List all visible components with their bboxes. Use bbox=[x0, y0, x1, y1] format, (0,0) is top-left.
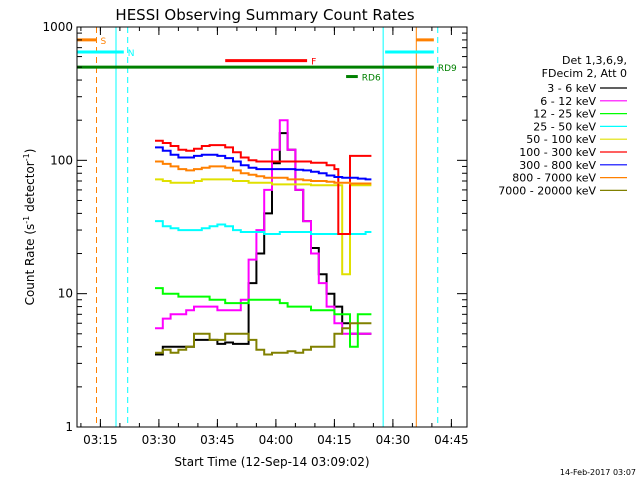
legend-label-100-300-kev: 100 - 300 keV bbox=[519, 146, 596, 159]
x-tick-label-04-15: 04:15 bbox=[317, 433, 352, 447]
series-line-300-800-kev bbox=[155, 146, 372, 181]
y-tick-label-1: 1 bbox=[65, 420, 73, 434]
chart-title: HESSI Observing Summary Count Rates bbox=[115, 6, 414, 24]
plot-frame bbox=[76, 26, 468, 428]
flag-label-rd9: RD9 bbox=[438, 64, 457, 74]
legend: Det 1,3,6,9, FDecim 2, Att 0 3 - 6 keV6 … bbox=[498, 54, 627, 197]
legend-label-800-7000-kev: 800 - 7000 keV bbox=[512, 172, 596, 185]
flag-bar-layer: S N F RD9 RD6 bbox=[77, 37, 457, 84]
y-axis-label-sup2: -1 bbox=[22, 153, 31, 161]
series-line-100-300-kev bbox=[155, 139, 372, 235]
series-line-6-12-kev bbox=[155, 119, 372, 335]
x-tick-label-04-45: 04:45 bbox=[434, 433, 469, 447]
axis-layer: 03:15 03:30 03:45 04:00 04:15 04:30 04:45 1 10 10… bbox=[42, 20, 468, 447]
series-line-800-7000-kev bbox=[155, 160, 372, 185]
flag-label-n: N bbox=[128, 49, 135, 59]
footer-date: 14-Feb-2017 03:07 bbox=[560, 468, 636, 477]
series-line-12-25-kev bbox=[155, 287, 372, 348]
x-tick-label-04-30: 04:30 bbox=[376, 433, 411, 447]
y-axis-label-base: Count Rate (s bbox=[23, 224, 37, 306]
series-line-7000-20000-kev bbox=[155, 322, 372, 356]
legend-header-line-2: FDecim 2, Att 0 bbox=[542, 67, 627, 80]
legend-label-7000-20000-kev: 7000 - 20000 keV bbox=[498, 184, 596, 197]
flag-label-s: S bbox=[101, 37, 107, 47]
y-tick-label-100: 100 bbox=[50, 153, 73, 167]
x-tick-label-03-45: 03:45 bbox=[200, 433, 235, 447]
vertical-marker-layer bbox=[96, 27, 439, 427]
y-tick-label-10: 10 bbox=[58, 287, 73, 301]
series-line-25-50-kev bbox=[155, 220, 372, 235]
x-tick-label-04-00: 04:00 bbox=[259, 433, 294, 447]
y-axis-label-end: ) bbox=[23, 149, 37, 154]
x-tick-label-03-30: 03:30 bbox=[142, 433, 177, 447]
legend-label-12-25-kev: 12 - 25 keV bbox=[533, 108, 596, 121]
legend-label-25-50-kev: 25 - 50 keV bbox=[533, 120, 596, 133]
flag-label-rd6: RD6 bbox=[362, 74, 381, 84]
series-line-50-100-kev bbox=[155, 178, 372, 276]
x-axis-label: Start Time (12-Sep-14 03:09:02) bbox=[174, 455, 369, 469]
flag-label-f: F bbox=[311, 58, 316, 68]
legend-label-3-6-kev: 3 - 6 keV bbox=[547, 82, 596, 95]
series-layer bbox=[155, 119, 372, 356]
legend-label-50-100-kev: 50 - 100 keV bbox=[526, 133, 596, 146]
legend-label-300-800-kev: 300 - 800 keV bbox=[519, 159, 596, 172]
legend-label-6-12-kev: 6 - 12 keV bbox=[540, 95, 596, 108]
y-axis-label-sup: -1 bbox=[22, 216, 31, 224]
y-axis-label: Count Rate (s-1 detector-1) bbox=[22, 149, 37, 306]
x-tick-label-03-15: 03:15 bbox=[83, 433, 118, 447]
legend-header-line-1: Det 1,3,6,9, bbox=[562, 54, 627, 67]
y-axis-label-mid: detector bbox=[23, 161, 37, 216]
y-tick-label-1000: 1000 bbox=[42, 20, 73, 34]
